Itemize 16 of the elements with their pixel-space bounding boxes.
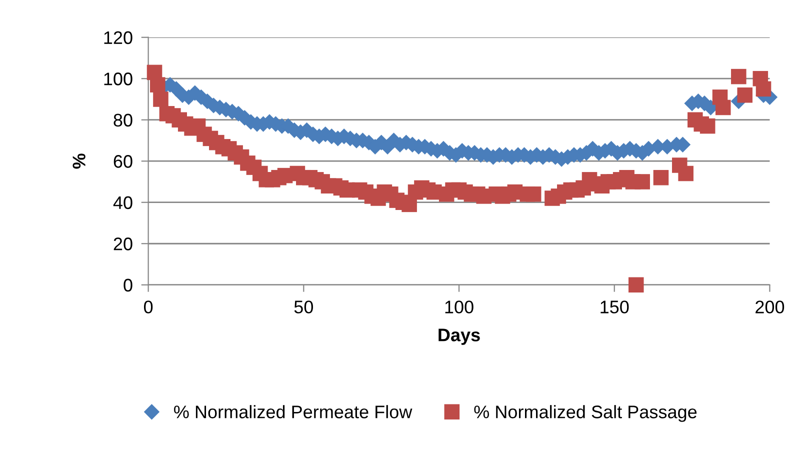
- y-tick-label: 0: [124, 278, 132, 292]
- legend-label: % Normalized Salt Passage: [474, 405, 697, 422]
- x-tick-label: 100: [445, 300, 474, 314]
- y-axis-title: %: [72, 154, 86, 169]
- y-tick-label: 20: [114, 238, 132, 250]
- legend-label: % Normalized Permeate Flow: [174, 405, 412, 418]
- y-tick-label: 100: [104, 72, 132, 86]
- x-tick-label: 0: [144, 300, 153, 314]
- y-tick-label: 120: [104, 31, 132, 44]
- y-tick-label: 80: [114, 114, 132, 127]
- x-tick-label: 50: [294, 300, 313, 314]
- x-axis-title: Days: [438, 328, 480, 345]
- x-tick-label: 150: [600, 300, 629, 314]
- x-tick-label: 200: [756, 300, 784, 314]
- y-tick-label: 60: [114, 155, 132, 168]
- y-tick-label: 40: [113, 196, 132, 210]
